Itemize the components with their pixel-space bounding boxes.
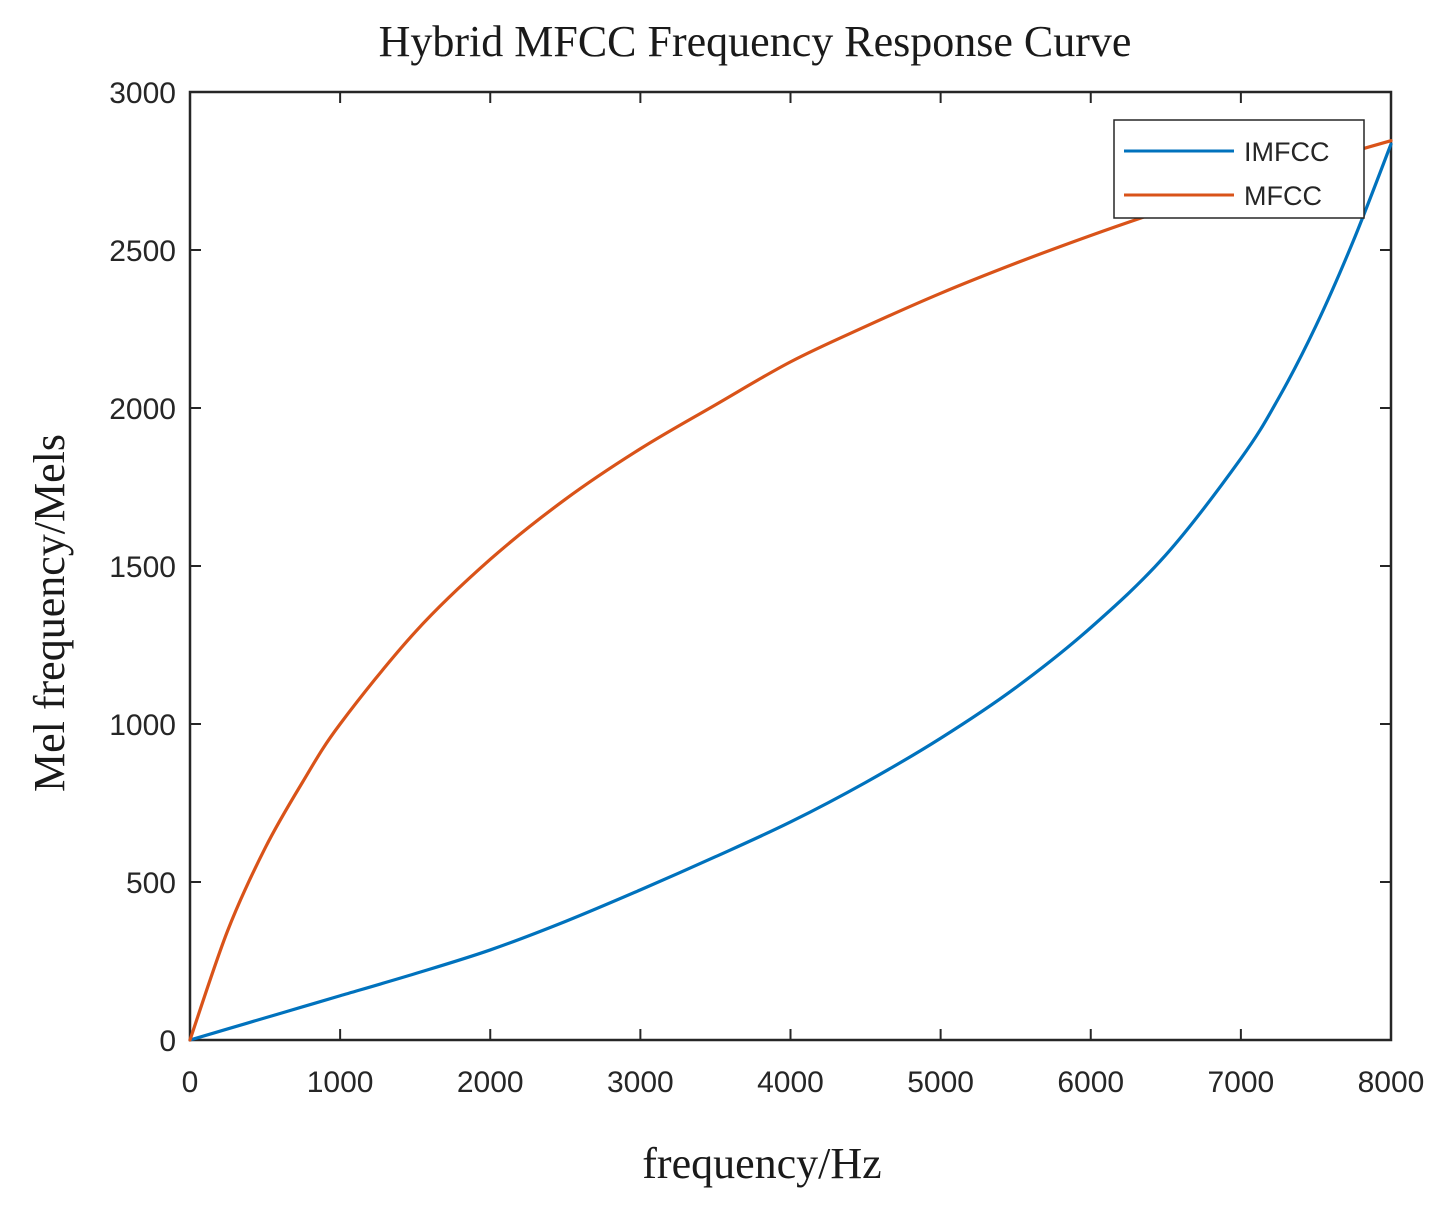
y-tick-label: 2000 [109, 393, 176, 426]
plot-area [188, 90, 1393, 1042]
chart-title: Hybrid MFCC Frequency Response Curve [379, 17, 1132, 66]
x-tick-label: 3000 [607, 1066, 674, 1099]
x-tick-label: 7000 [1208, 1066, 1275, 1099]
x-axis-label: frequency/Hz [642, 1139, 881, 1188]
y-tick-label: 3000 [109, 77, 176, 110]
y-tick-label: 500 [126, 867, 176, 900]
x-tick-label: 0 [182, 1066, 199, 1099]
y-tick-label: 1000 [109, 709, 176, 742]
y-tick-label: 0 [159, 1025, 176, 1058]
x-tick-label: 8000 [1358, 1066, 1425, 1099]
legend: IMFCC MFCC [1113, 119, 1365, 219]
y-tick-label: 1500 [109, 551, 176, 584]
x-tick-label: 5000 [907, 1066, 974, 1099]
x-tick-label: 4000 [757, 1066, 824, 1099]
legend-label-imfcc: IMFCC [1244, 137, 1329, 167]
axis-ticks: 0 1000 2000 3000 4000 5000 6000 7000 8000 0 500 100… [109, 77, 1424, 1099]
legend-box [1113, 119, 1365, 219]
x-tick-label: 1000 [307, 1066, 374, 1099]
y-axis-label: Mel frequency/Mels [25, 434, 74, 792]
legend-label-mfcc: MFCC [1244, 181, 1322, 211]
y-tick-label: 2500 [109, 235, 176, 268]
x-tick-label: 6000 [1057, 1066, 1124, 1099]
series-line-imfcc [188, 142, 1393, 1042]
x-tick-label: 2000 [457, 1066, 524, 1099]
